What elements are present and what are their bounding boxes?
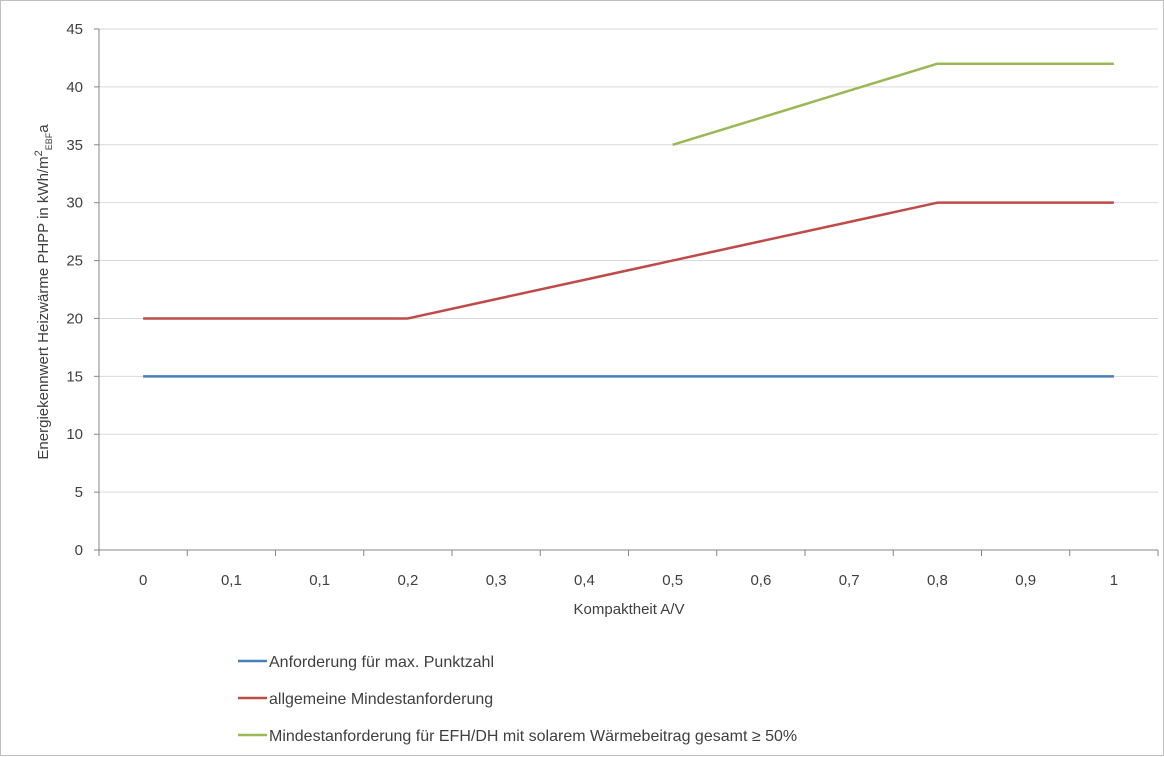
x-tick-label: 0,3 [486, 572, 507, 589]
axes [94, 28, 1159, 556]
x-tick-label: 1 [1110, 572, 1118, 589]
series-line-2 [143, 201, 1114, 320]
y-axis-title-sup: 2 [33, 150, 45, 156]
y-axis-title-main: Energiekennwert Heizwärme PHPP in kWh/m [35, 156, 52, 459]
legend: Anforderung für max. Punktzahl allgemeine… [238, 654, 797, 745]
x-tick-label: 0,1 [309, 572, 330, 589]
legend-label-2: allgemeine Mindestanforderung [269, 691, 493, 708]
x-tick-label: 0,2 [397, 572, 418, 589]
x-tick-label: 0,9 [1015, 572, 1036, 589]
tick-labels: 0 5 10 15 20 25 30 35 40 45 0 0,1 0,1 0,2 0,3 0,4 0,5 0,6… [66, 21, 1118, 589]
x-tick-label: 0,6 [750, 572, 771, 589]
legend-label-1: Anforderung für max. Punktzahl [269, 654, 494, 671]
y-axis-title: Energiekennwert Heizwärme PHPP in kWh/m2… [33, 124, 54, 460]
x-axis-title: Kompaktheit A/V [574, 601, 685, 618]
y-tick-label: 40 [66, 79, 83, 96]
y-tick-label: 25 [66, 253, 83, 270]
y-tick-label: 15 [66, 368, 83, 385]
x-tick-label: 0,4 [574, 572, 595, 589]
y-tick-label: 5 [75, 484, 83, 501]
y-tick-label: 0 [75, 542, 83, 559]
y-axis-title-sub: EBF [44, 132, 54, 150]
y-tick-label: 20 [66, 310, 83, 327]
gridlines [99, 28, 1158, 493]
series-lines [143, 62, 1114, 378]
y-tick-label: 45 [66, 21, 83, 38]
x-tick-label: 0,8 [927, 572, 948, 589]
y-tick-label: 35 [66, 137, 83, 154]
y-tick-label: 10 [66, 426, 83, 443]
x-tick-label: 0 [139, 572, 147, 589]
x-tick-label: 0,1 [221, 572, 242, 589]
legend-label-3: Mindestanforderung für EFH/DH mit solare… [269, 728, 797, 745]
x-tick-label: 0,7 [839, 572, 860, 589]
x-tick-label: 0,5 [662, 572, 683, 589]
series-line-3 [672, 62, 1114, 146]
y-tick-label: 30 [66, 195, 83, 212]
y-axis-title-tail: a [35, 124, 52, 133]
